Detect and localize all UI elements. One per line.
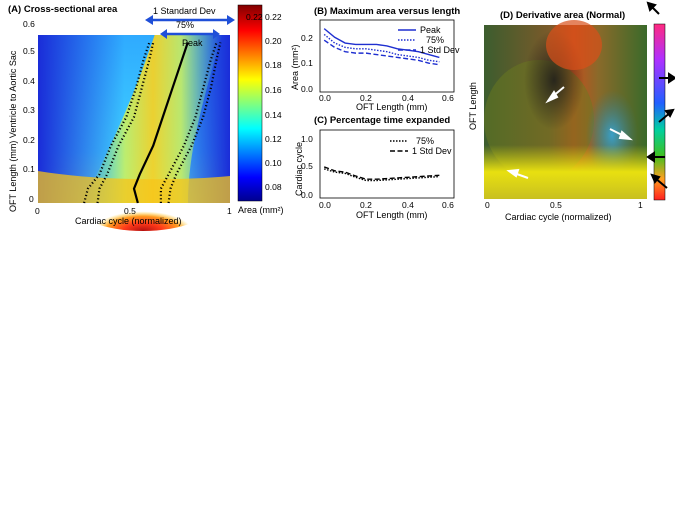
a-std-dev-label: 1 Standard Dev (153, 6, 216, 16)
a-75-arrow (160, 29, 220, 39)
panel-a: (A) Cross-sectional area (0, 0, 284, 231)
panel-a-contours (83, 42, 222, 204)
c-xtick: 0.6 (442, 200, 454, 210)
b-legend-swatches (398, 29, 416, 51)
a-ytick: 0.4 (23, 76, 35, 86)
a-ytick: 0.1 (23, 164, 35, 174)
c-ytick: 0.0 (301, 190, 313, 200)
a-75-right-line (159, 42, 218, 203)
c-legend-75: 75% (416, 136, 435, 146)
d-xtick: 1 (638, 200, 643, 210)
a-colorbar (237, 4, 263, 202)
cbar-label: Area (mm²) (238, 205, 284, 215)
cbar-tick: 0.10 (265, 158, 282, 168)
c-xtick: 0.0 (319, 200, 331, 210)
c-xtick: 0.2 (360, 200, 372, 210)
b-ytick: 0.0 (301, 84, 313, 94)
c-legend-sd: 1 Std Dev (412, 146, 452, 156)
a-75-left-line (96, 42, 155, 204)
c-series-1 (323, 166, 440, 180)
b-xtick: 0.0 (319, 93, 331, 103)
a-ylabel: OFT Length (mm) Ventricle to Aortic Sac (8, 50, 18, 212)
a-xtick: 0.5 (124, 206, 136, 216)
a-xtick: 1 (227, 206, 232, 216)
panel-d-title: (D) Derivative area (Normal) (500, 10, 626, 21)
b-legend-peak: Peak (420, 25, 441, 35)
b-series-0 (323, 28, 440, 59)
panel-b-plot (319, 19, 455, 93)
d-xlabel: Cardiac cycle (normalized) (505, 212, 612, 222)
a-75-label: 75% (176, 20, 195, 30)
d-xtick: 0.5 (550, 200, 562, 210)
a-xlabel: Cardiac cycle (normalized) (75, 216, 182, 226)
a-ytick: 0.2 (23, 135, 35, 145)
b-legend-75: 75% (426, 35, 445, 45)
a-ytick: 0.6 (23, 19, 35, 29)
cbar-tick: 0.20 (265, 36, 282, 46)
cbar-tick: 0.08 (265, 182, 282, 192)
a-peak-line (132, 42, 189, 204)
d-xtick: 0 (485, 200, 490, 210)
panel-a-heatmap (38, 31, 230, 231)
key-arrow-icon (646, 1, 657, 12)
d-arrow (618, 130, 634, 141)
cbar-tick: 0.12 (265, 134, 282, 144)
b-xtick: 0.4 (402, 93, 414, 103)
b-legend-sd: 1 Std Dev (420, 45, 460, 55)
c-xlabel: OFT Length (mm) (356, 210, 428, 220)
cbar-tick: 0.22 (265, 12, 282, 22)
panel-c-title: (C) Percentage time expanded (314, 115, 451, 126)
b-xlabel: OFT Length (mm) (356, 102, 428, 112)
cbar-tick: 0.14 (265, 110, 282, 120)
b-xtick: 0.6 (442, 93, 454, 103)
panel-a-title: (A) Cross-sectional area (8, 4, 118, 15)
d-ylabel: OFT Length (468, 82, 478, 130)
panel-b-title: (B) Maximum area versus length (314, 6, 461, 17)
panel-c: (C) Percentage time expanded 1.0 0.5 0.0… (290, 112, 470, 232)
a-ytick: 0 (29, 194, 34, 204)
panel-c-plot (319, 129, 455, 199)
a-ytick: 0.5 (23, 46, 35, 56)
key-arrow-icon (664, 108, 675, 118)
c-ytick: 0.5 (301, 161, 313, 171)
d-arrows (506, 86, 634, 179)
c-series-0 (323, 168, 440, 182)
b-ytick: 0.1 (301, 58, 313, 68)
b-ylabel: Area (mm²) (290, 44, 300, 91)
b-ytick: 0.2 (301, 33, 313, 43)
a-sd-left-line (83, 42, 151, 204)
c-ytick: 1.0 (301, 134, 313, 144)
d-arrow (545, 90, 559, 104)
c-ylabel: Cardiac cycle (294, 141, 304, 196)
c-xtick: 0.4 (402, 200, 414, 210)
d-direction-key (646, 1, 675, 201)
b-series-2 (323, 39, 440, 66)
panel-d-heatmap (484, 20, 647, 199)
b-xtick: 0.2 (360, 93, 372, 103)
cbar-tick: 0.22 (246, 12, 263, 22)
c-legend-swatches (390, 140, 408, 152)
panel-d: (D) Derivative area (Normal) (468, 0, 675, 232)
panel-b: (B) Maximum area versus length 0.2 0.1 0… (290, 0, 470, 115)
key-arrow-icon (650, 173, 661, 184)
a-std-dev-arrow (145, 15, 235, 25)
key-arrow-icon (646, 151, 655, 163)
a-peak-label: Peak (182, 38, 203, 48)
key-arrow-icon (668, 72, 675, 84)
cbar-tick: 0.16 (265, 85, 282, 95)
cbar-tick: 0.18 (265, 60, 282, 70)
d-arrow (506, 168, 520, 178)
a-xtick: 0 (35, 206, 40, 216)
a-ytick: 0.3 (23, 105, 35, 115)
